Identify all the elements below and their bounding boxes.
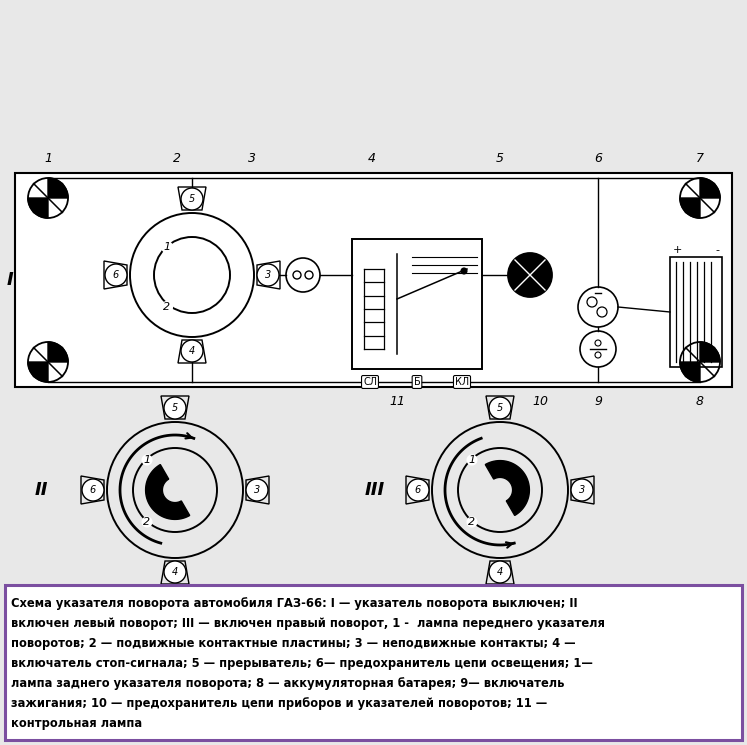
Text: 4: 4 [497, 567, 503, 577]
Text: 5: 5 [497, 403, 503, 413]
Text: 2: 2 [164, 302, 170, 312]
Circle shape [82, 479, 104, 501]
Text: лампа заднего указателя поворота; 8 — аккумуляторная батарея; 9— включатель: лампа заднего указателя поворота; 8 — ак… [11, 677, 565, 690]
Text: 5: 5 [172, 403, 178, 413]
Text: 6: 6 [90, 485, 96, 495]
Circle shape [164, 397, 186, 419]
Text: поворотов; 2 — подвижные контактные пластины; 3 — неподвижные контакты; 4 —: поворотов; 2 — подвижные контактные плас… [11, 637, 576, 650]
Text: 7: 7 [696, 152, 704, 165]
Text: 6: 6 [594, 152, 602, 165]
Text: 5: 5 [189, 194, 195, 204]
Polygon shape [700, 178, 720, 198]
Polygon shape [48, 342, 68, 362]
Circle shape [571, 479, 593, 501]
Polygon shape [680, 198, 700, 218]
Circle shape [181, 188, 203, 210]
Circle shape [181, 340, 203, 362]
Polygon shape [28, 362, 48, 382]
Text: 4: 4 [172, 567, 178, 577]
Text: КЛ: КЛ [455, 377, 469, 387]
Circle shape [257, 264, 279, 286]
Text: 2: 2 [173, 152, 181, 165]
Text: 4: 4 [368, 152, 376, 165]
Text: -: - [715, 245, 719, 255]
Text: 5: 5 [496, 152, 504, 165]
Text: 9: 9 [594, 395, 602, 408]
Circle shape [489, 397, 511, 419]
Text: 6: 6 [113, 270, 119, 280]
Text: зажигания; 10 — предохранитель цепи приборов и указателей поворотов; 11 —: зажигания; 10 — предохранитель цепи приб… [11, 697, 548, 710]
Text: 3: 3 [248, 152, 256, 165]
Circle shape [461, 268, 467, 274]
Circle shape [105, 264, 127, 286]
Circle shape [508, 253, 552, 297]
Text: III: III [365, 481, 385, 499]
Text: 8: 8 [696, 395, 704, 408]
Text: II: II [35, 481, 49, 499]
Polygon shape [48, 178, 68, 198]
Text: 2: 2 [143, 517, 151, 527]
Circle shape [489, 561, 511, 583]
Polygon shape [486, 460, 530, 516]
Text: 2: 2 [468, 517, 476, 527]
Text: 1: 1 [164, 242, 170, 252]
Text: 3: 3 [265, 270, 271, 280]
Bar [15, 173, 732, 387]
Polygon shape [28, 198, 48, 218]
Text: 3: 3 [254, 485, 260, 495]
Bar [352, 239, 482, 369]
Text: +: + [673, 245, 682, 255]
Text: 3: 3 [579, 485, 585, 495]
Text: СЛ: СЛ [363, 377, 377, 387]
Text: I: I [7, 271, 13, 289]
Circle shape [246, 479, 268, 501]
Text: Схема указателя поворота автомобиля ГАЗ-66: I — указатель поворота выключен; II: Схема указателя поворота автомобиля ГАЗ-… [11, 597, 577, 610]
Text: 1: 1 [143, 455, 151, 465]
Polygon shape [680, 362, 700, 382]
Text: 1: 1 [468, 455, 476, 465]
Text: 10: 10 [532, 395, 548, 408]
Circle shape [407, 479, 429, 501]
Text: 1: 1 [44, 152, 52, 165]
Text: включатель стоп-сигнала; 5 — прерыватель; 6— предохранитель цепи освещения; 1—: включатель стоп-сигнала; 5 — прерыватель… [11, 657, 593, 670]
Text: включен левый поворот; III — включен правый поворот, 1 -  лампа переднего указат: включен левый поворот; III — включен пра… [11, 617, 605, 630]
Polygon shape [146, 465, 190, 519]
Text: Б: Б [414, 377, 421, 387]
Bar [670, 257, 722, 367]
Polygon shape [700, 342, 720, 362]
Text: 11: 11 [389, 395, 405, 408]
Circle shape [164, 561, 186, 583]
FancyBboxPatch shape [5, 585, 742, 740]
Text: 4: 4 [189, 346, 195, 356]
Text: контрольная лампа: контрольная лампа [11, 717, 142, 730]
Text: 6: 6 [415, 485, 421, 495]
